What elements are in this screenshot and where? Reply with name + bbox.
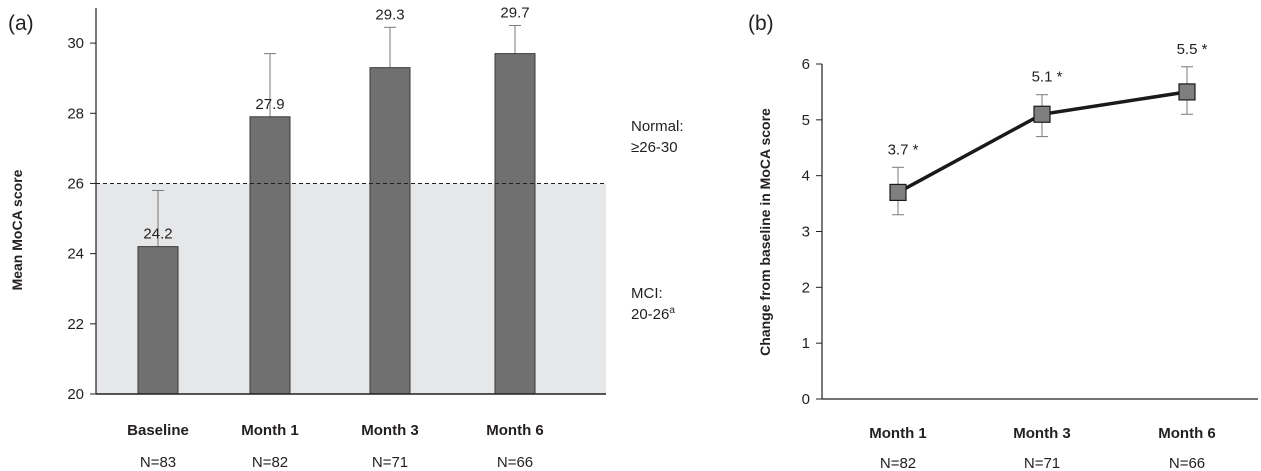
panel-b-y-axis-label: Change from baseline in MoCA score (757, 108, 773, 356)
y-tick-label-3: 3 (802, 224, 810, 241)
x-tick-label-1: Month 1 (241, 422, 299, 439)
n-label-2: N=71 (372, 454, 408, 471)
panel-b-axes: 0 1 2 3 4 5 6 (802, 56, 1258, 408)
x-tick-label-3: Month 6 (486, 422, 544, 439)
bar-2 (369, 67, 411, 395)
y-tick-label-1: 1 (802, 335, 810, 352)
mci-range-label-line2: 20-26a (631, 305, 675, 323)
x-tick-label-0: Month 1 (869, 425, 927, 442)
panel-a: (a) 24.2 Baseline N=83 27.9 Month 1 N=82 29.3 M… (8, 5, 684, 471)
data-point-0 (889, 183, 907, 202)
y-tick-label-4: 4 (802, 168, 810, 185)
data-point-1 (1033, 105, 1051, 123)
mci-footnote-marker: a (669, 305, 675, 316)
panel-b-label: (b) (748, 12, 774, 35)
n-label-1: N=82 (252, 454, 288, 471)
bar-3 (494, 53, 536, 395)
bar-value-label-1: 27.9 (255, 96, 284, 113)
x-tick-label-0: Baseline (127, 422, 189, 439)
y-tick-label-0: 0 (802, 391, 810, 408)
normal-range-label-line1: Normal: (631, 118, 684, 135)
y-tick-label-2: 2 (802, 279, 810, 296)
bar-0 (137, 246, 179, 395)
y-tick-label-4: 28 (67, 105, 84, 122)
bar-value-label-2: 29.3 (375, 6, 404, 23)
panel-b-series: 3.7 * Month 1 N=82 5.1 * Month 3 N=71 5.5 * Mon… (869, 41, 1216, 471)
x-tick-label-1: Month 3 (1013, 425, 1071, 442)
panel-a-axes: 20 22 24 26 28 30 (67, 8, 606, 403)
mci-range-label-line1: MCI: (631, 285, 663, 302)
y-tick-label-6: 6 (802, 56, 810, 73)
n-label-0: N=82 (880, 455, 916, 471)
n-label-3: N=66 (497, 454, 533, 471)
y-tick-label-3: 26 (67, 175, 84, 192)
n-label-1: N=71 (1024, 455, 1060, 471)
bar-value-label-0: 24.2 (143, 226, 172, 243)
n-label-2: N=66 (1169, 455, 1205, 471)
normal-range-label-line2: ≥26-30 (631, 139, 678, 156)
bar-1 (249, 116, 291, 395)
bar-value-label-3: 29.7 (500, 5, 529, 22)
point-value-label-1: 5.1 * (1032, 69, 1063, 86)
point-value-label-2: 5.5 * (1177, 41, 1208, 58)
y-tick-label-0: 20 (67, 386, 84, 403)
n-label-0: N=83 (140, 454, 176, 471)
data-point-2 (1178, 83, 1196, 101)
y-tick-label-1: 22 (67, 316, 84, 333)
panel-a-label: (a) (8, 12, 34, 35)
y-tick-label-2: 24 (67, 246, 84, 263)
y-tick-label-5: 5 (802, 112, 810, 129)
point-value-label-0: 3.7 * (888, 141, 919, 158)
panel-a-bars: 24.2 Baseline N=83 27.9 Month 1 N=82 29.3 Month… (127, 5, 544, 471)
panel-a-y-axis-label: Mean MoCA score (9, 169, 25, 290)
y-tick-label-5: 30 (67, 35, 84, 52)
x-tick-label-2: Month 3 (361, 422, 419, 439)
x-tick-label-2: Month 6 (1158, 425, 1216, 442)
panel-b: (b) 0 1 2 3 4 5 6 3.7 * Month 1 N=82 5.1 * Month 3… (748, 12, 1258, 471)
